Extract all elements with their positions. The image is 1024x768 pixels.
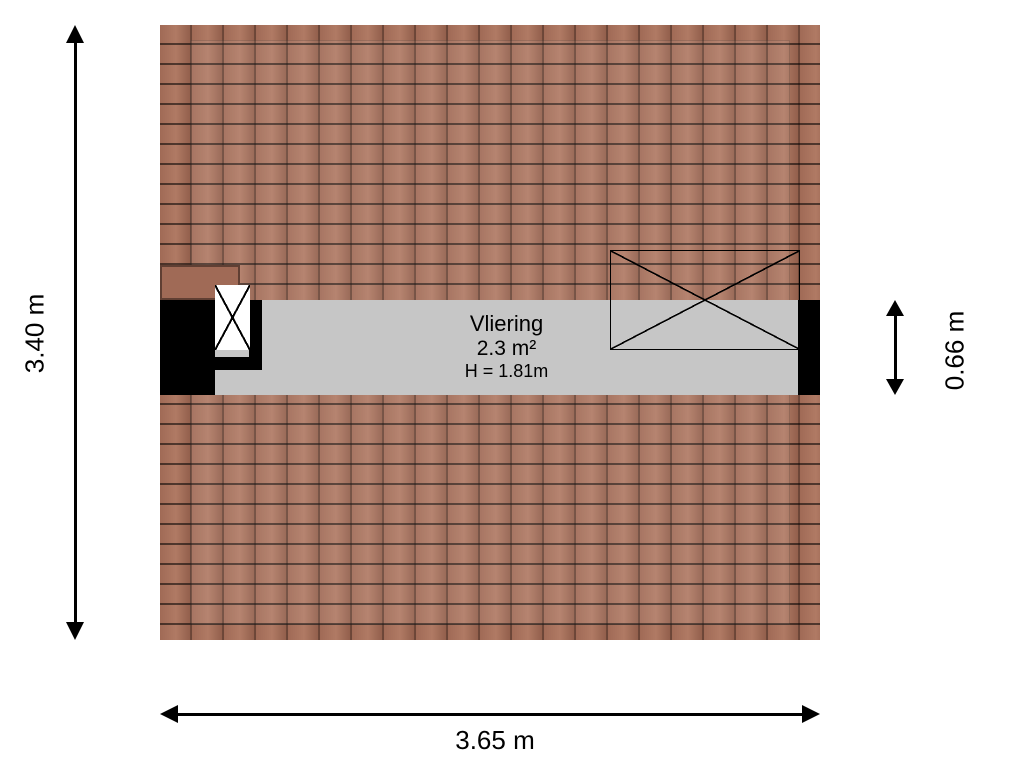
dimension-right xyxy=(880,300,910,395)
room-height: H = 1.81m xyxy=(465,361,549,383)
floorplan: Vliering 2.3 m² H = 1.81m 3.40 m 0.66 m … xyxy=(0,0,1024,768)
dim-line xyxy=(894,310,897,385)
room-floor: Vliering 2.3 m² H = 1.81m xyxy=(215,300,798,395)
dim-line xyxy=(74,37,77,628)
room-name: Vliering xyxy=(470,312,543,336)
dimension-left-label: 3.40 m xyxy=(20,289,51,379)
dimension-right-label: 0.66 m xyxy=(940,306,971,396)
dim-line xyxy=(174,713,806,716)
hatch-opening xyxy=(215,285,250,350)
arrow-right-icon xyxy=(802,705,820,723)
dimension-bottom-label: 3.65 m xyxy=(445,725,545,756)
room-area: 2.3 m² xyxy=(477,336,537,361)
dimension-left xyxy=(60,25,90,640)
wall-right xyxy=(798,300,820,395)
arrow-down-icon xyxy=(66,622,84,640)
arrow-down-icon xyxy=(886,379,904,395)
